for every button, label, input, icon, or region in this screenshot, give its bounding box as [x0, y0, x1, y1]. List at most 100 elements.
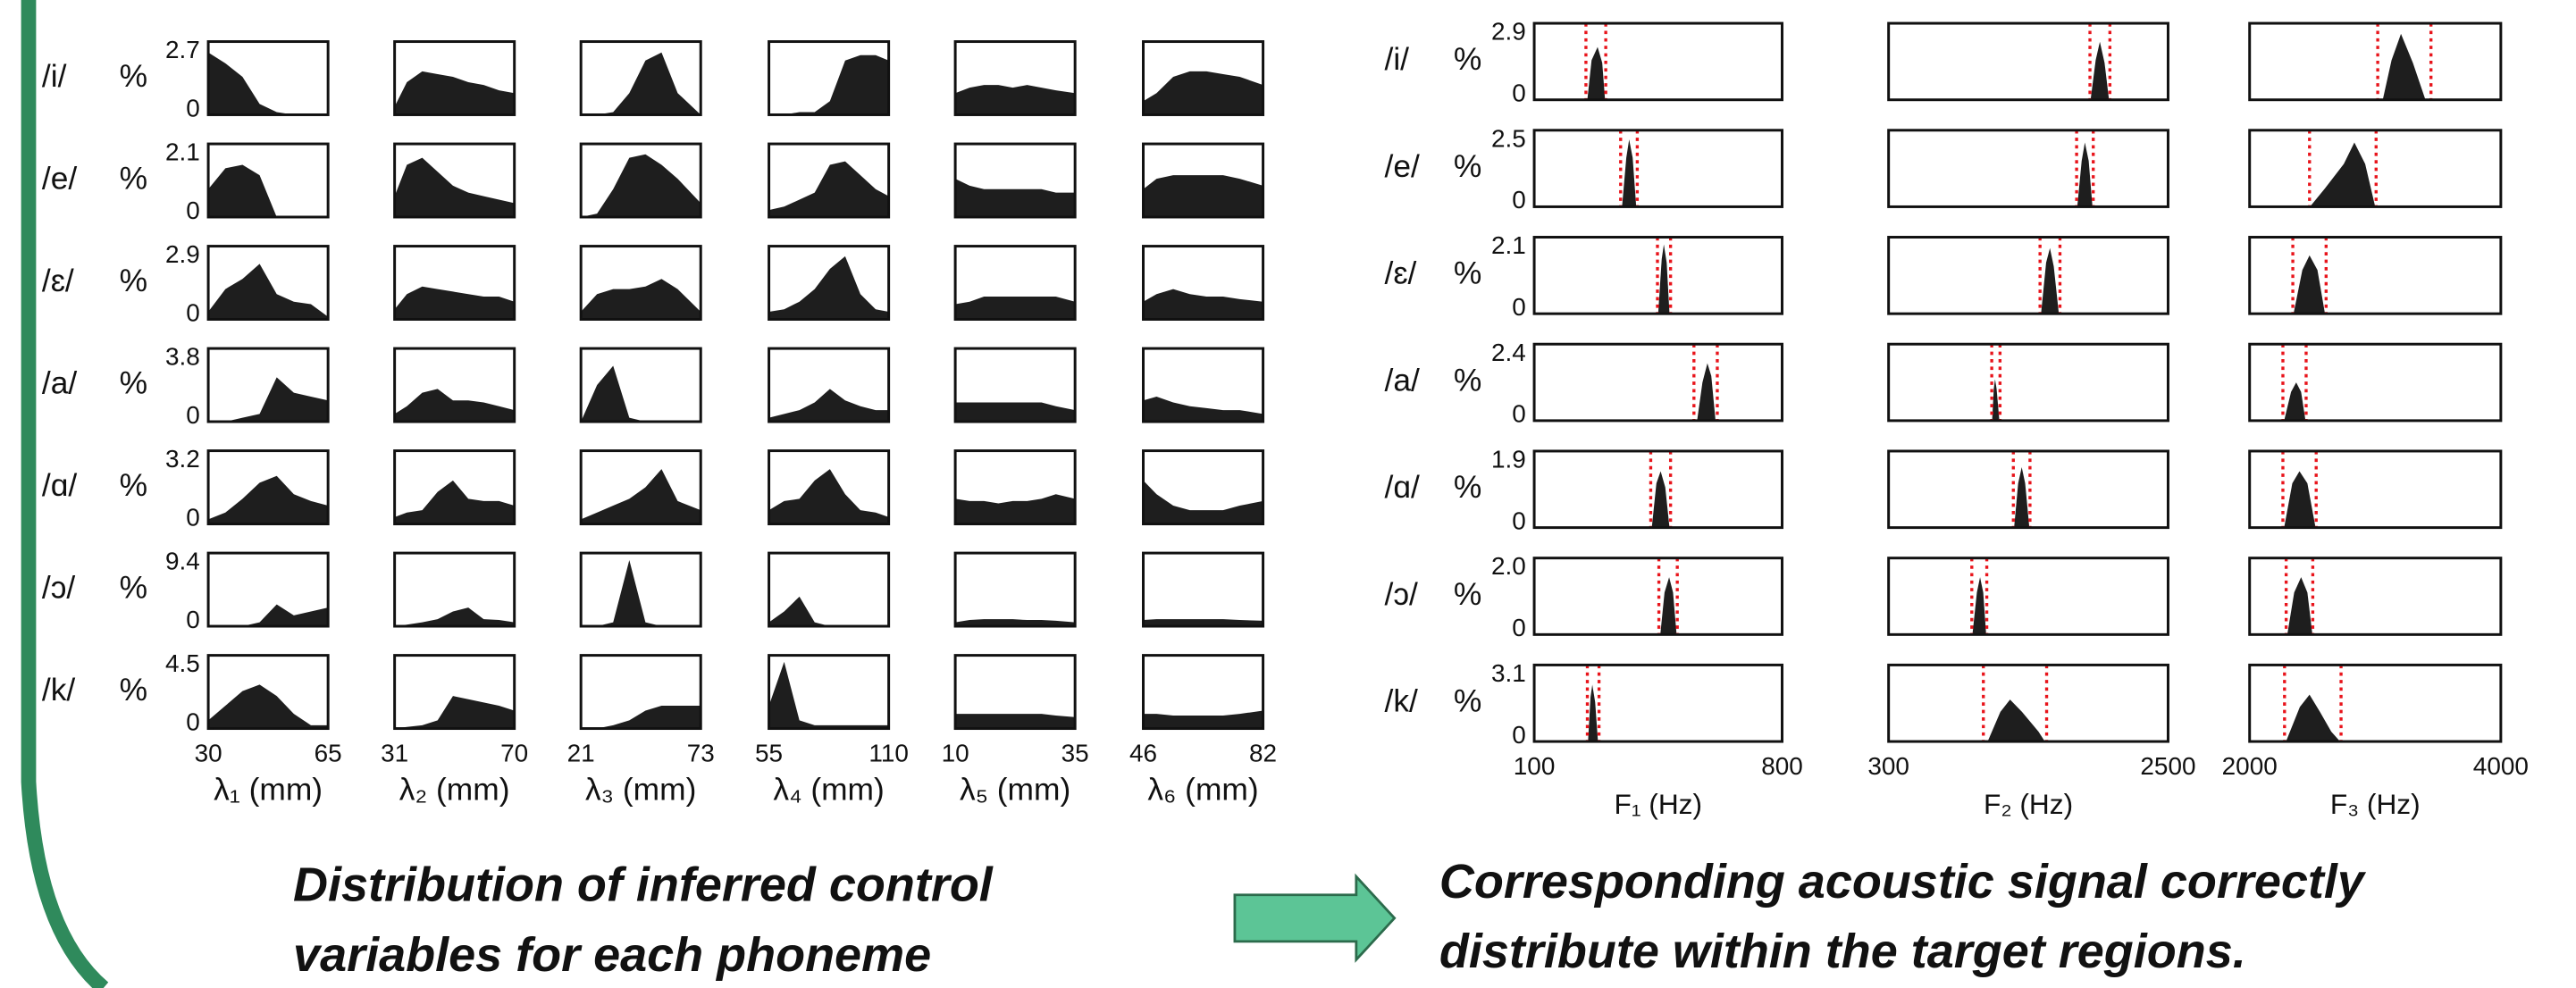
- row-label: /e/: [42, 161, 77, 196]
- density-area: [581, 154, 701, 217]
- row-label: /ɛ/: [42, 264, 74, 298]
- y-tick-label: 0: [186, 503, 200, 531]
- y-tick-label: 0: [186, 606, 200, 633]
- x-tick-label: 70: [500, 740, 528, 767]
- y-axis-label: %: [120, 468, 147, 503]
- plot-frame: [953, 449, 1077, 526]
- plot-frame: [393, 142, 516, 219]
- y-tick-label: 0: [1512, 186, 1526, 214]
- density-area: [1143, 175, 1263, 217]
- density-area: [1143, 396, 1263, 423]
- density-area: [955, 714, 1076, 729]
- plot-frame: [2248, 449, 2503, 530]
- plot-frame: [206, 449, 330, 526]
- density-area: [581, 365, 701, 423]
- plot-frame: [206, 142, 330, 219]
- y-tick-label: 0: [186, 708, 200, 735]
- caption-right: Corresponding acoustic signal correctly: [1439, 855, 2367, 908]
- y-tick-label: 0: [1512, 400, 1526, 428]
- density-area: [1651, 471, 1670, 528]
- row-label: /i/: [42, 59, 67, 94]
- density-area: [394, 71, 515, 115]
- plot-frame: [1887, 342, 2169, 423]
- density-area: [208, 377, 329, 423]
- y-tick-label: 2.4: [1491, 339, 1526, 366]
- y-tick-label: 0: [1512, 293, 1526, 321]
- plot-frame: [1532, 663, 1783, 743]
- y-axis-label: %: [1454, 149, 1481, 184]
- plot-frame: [768, 449, 891, 526]
- y-axis-label: %: [120, 570, 147, 605]
- x-tick-label: 100: [1514, 752, 1556, 780]
- y-tick-label: 2.1: [1491, 231, 1526, 259]
- density-area: [2293, 255, 2326, 314]
- density-area: [1143, 71, 1263, 115]
- density-area: [1972, 577, 1986, 635]
- density-area: [2310, 142, 2376, 207]
- plot-frame: [579, 654, 702, 731]
- plot-frame: [2248, 663, 2503, 743]
- density-area: [2382, 33, 2426, 100]
- density-area: [955, 179, 1076, 217]
- y-tick-label: 2.1: [165, 138, 200, 166]
- density-area: [2287, 577, 2312, 635]
- plot-frame: [579, 347, 702, 423]
- x-tick-label: 10: [942, 740, 969, 767]
- density-area: [2284, 471, 2316, 528]
- density-area: [1622, 139, 1637, 207]
- x-axis-label: λ₆ (mm): [1147, 773, 1258, 808]
- plot-frame: [579, 449, 702, 526]
- y-axis-label: %: [120, 59, 147, 94]
- x-tick-label: 82: [1249, 740, 1277, 767]
- row-label: /k/: [42, 673, 76, 708]
- density-area: [955, 494, 1076, 524]
- density-area: [1992, 379, 2000, 421]
- plot-frame: [1532, 557, 1783, 636]
- plot-frame: [1532, 449, 1783, 530]
- x-axis-label: λ₂ (mm): [399, 773, 510, 808]
- y-tick-label: 2.9: [165, 240, 200, 268]
- x-tick-label: 55: [755, 740, 783, 767]
- plot-frame: [1532, 342, 1783, 423]
- y-tick-label: 2.9: [1491, 18, 1526, 46]
- density-area: [768, 389, 889, 423]
- x-tick-label: 2000: [2222, 752, 2278, 780]
- x-tick-label: 65: [315, 740, 342, 767]
- density-area: [208, 264, 329, 320]
- plot-frame: [1887, 21, 2169, 102]
- density-area: [2077, 142, 2093, 207]
- y-tick-label: 3.1: [1491, 659, 1526, 687]
- density-area: [581, 279, 701, 320]
- y-axis-label: %: [120, 365, 147, 400]
- plot-frame: [768, 245, 891, 321]
- y-axis-label: %: [1454, 42, 1481, 77]
- density-area: [394, 157, 515, 217]
- density-area: [768, 596, 889, 627]
- density-area: [768, 469, 889, 524]
- y-tick-label: 0: [186, 197, 200, 224]
- density-area: [955, 85, 1076, 115]
- x-axis-label: λ₁ (mm): [214, 773, 323, 808]
- density-area: [1697, 363, 1716, 421]
- x-axis-label: λ₅ (mm): [960, 773, 1070, 808]
- plot-frame: [206, 40, 330, 116]
- x-tick-label: 300: [1867, 752, 1909, 780]
- y-axis-label: %: [120, 673, 147, 708]
- density-area: [2014, 466, 2030, 528]
- y-axis-label: %: [120, 264, 147, 298]
- plot-frame: [579, 551, 702, 628]
- x-tick-label: 2500: [2140, 752, 2195, 780]
- x-tick-label: 800: [1761, 752, 1803, 780]
- y-tick-label: 0: [186, 401, 200, 429]
- density-area: [955, 402, 1076, 423]
- plot-frame: [953, 551, 1077, 628]
- arrow: [1233, 873, 1397, 963]
- row-label: /ɑ/: [42, 468, 77, 503]
- density-area: [1588, 684, 1598, 742]
- plot-frame: [393, 347, 516, 423]
- plot-frame: [393, 40, 516, 116]
- x-tick-label: 35: [1061, 740, 1089, 767]
- density-area: [2284, 382, 2306, 421]
